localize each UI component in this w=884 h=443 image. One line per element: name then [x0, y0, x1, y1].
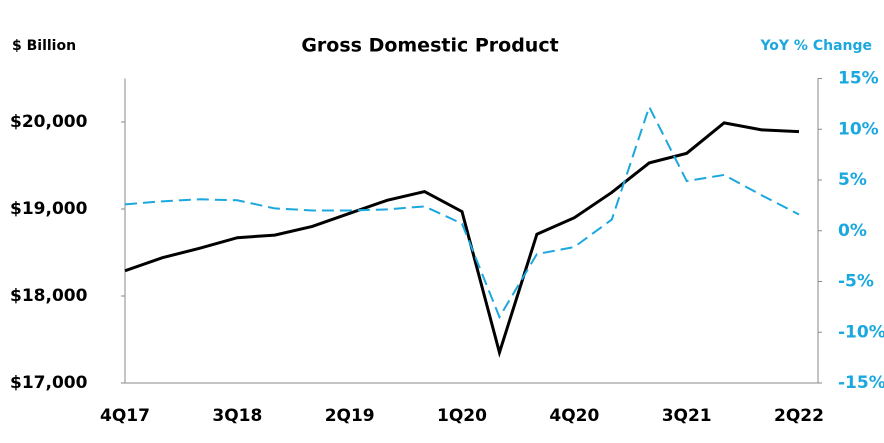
y2-tick-label: 0% — [838, 221, 867, 241]
series-line — [124, 104, 800, 320]
series-line — [124, 121, 800, 358]
y2-tick-label: 5% — [838, 170, 867, 190]
y2-tick-label: -5% — [838, 272, 874, 292]
y-tick-label: $20,000 — [10, 112, 88, 132]
chart-title: Gross Domestic Product — [301, 35, 558, 57]
x-tick-label: 4Q20 — [549, 406, 599, 426]
y2-tick-label: -10% — [838, 322, 884, 342]
x-tick-label: 2Q19 — [325, 406, 375, 426]
y-tick-label: $17,000 — [10, 373, 88, 393]
x-tick-label: 3Q21 — [662, 406, 712, 426]
x-tick-label: 3Q18 — [212, 406, 262, 426]
x-tick-label: 1Q20 — [437, 406, 487, 426]
y-axis-title: $ Billion — [12, 38, 76, 54]
y2-tick-label: -15% — [838, 373, 884, 393]
y-tick-label: $19,000 — [10, 199, 88, 219]
x-tick-label: 4Q17 — [100, 406, 150, 426]
y2-axis-title: YoY % Change — [759, 38, 872, 54]
y2-tick-label: 15% — [838, 69, 879, 89]
x-tick-label: 2Q22 — [774, 406, 824, 426]
y2-tick-label: 10% — [838, 119, 879, 139]
y-tick-label: $18,000 — [10, 286, 88, 306]
